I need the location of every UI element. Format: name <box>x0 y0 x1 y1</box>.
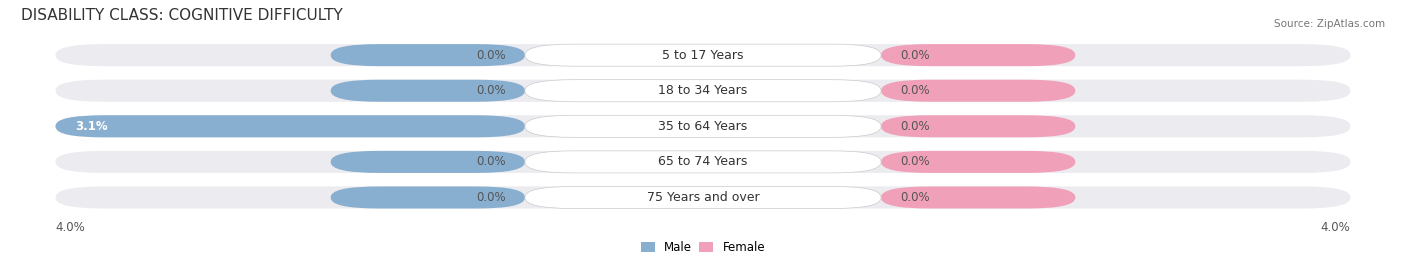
Text: 0.0%: 0.0% <box>900 120 931 133</box>
FancyBboxPatch shape <box>55 44 1351 66</box>
FancyBboxPatch shape <box>330 80 524 102</box>
FancyBboxPatch shape <box>55 80 1351 102</box>
FancyBboxPatch shape <box>524 80 882 102</box>
FancyBboxPatch shape <box>55 151 1351 173</box>
Text: 4.0%: 4.0% <box>1320 221 1351 233</box>
Text: 35 to 64 Years: 35 to 64 Years <box>658 120 748 133</box>
FancyBboxPatch shape <box>882 80 1076 102</box>
Text: 0.0%: 0.0% <box>900 155 931 168</box>
Text: 18 to 34 Years: 18 to 34 Years <box>658 84 748 97</box>
FancyBboxPatch shape <box>330 186 524 208</box>
FancyBboxPatch shape <box>524 186 882 208</box>
FancyBboxPatch shape <box>55 115 1351 137</box>
Text: 65 to 74 Years: 65 to 74 Years <box>658 155 748 168</box>
Text: 75 Years and over: 75 Years and over <box>647 191 759 204</box>
FancyBboxPatch shape <box>55 115 524 137</box>
Text: 0.0%: 0.0% <box>900 49 931 62</box>
FancyBboxPatch shape <box>882 186 1076 208</box>
Text: 0.0%: 0.0% <box>900 191 931 204</box>
Text: 0.0%: 0.0% <box>475 191 506 204</box>
Text: DISABILITY CLASS: COGNITIVE DIFFICULTY: DISABILITY CLASS: COGNITIVE DIFFICULTY <box>21 8 343 23</box>
Text: 5 to 17 Years: 5 to 17 Years <box>662 49 744 62</box>
FancyBboxPatch shape <box>524 151 882 173</box>
Text: 4.0%: 4.0% <box>55 221 86 233</box>
FancyBboxPatch shape <box>55 186 1351 208</box>
FancyBboxPatch shape <box>524 44 882 66</box>
FancyBboxPatch shape <box>882 44 1076 66</box>
FancyBboxPatch shape <box>882 151 1076 173</box>
Text: 3.1%: 3.1% <box>75 120 107 133</box>
FancyBboxPatch shape <box>330 44 524 66</box>
FancyBboxPatch shape <box>524 115 882 137</box>
Legend: Male, Female: Male, Female <box>636 236 770 259</box>
Text: 0.0%: 0.0% <box>475 49 506 62</box>
FancyBboxPatch shape <box>882 115 1076 137</box>
Text: 0.0%: 0.0% <box>900 84 931 97</box>
Text: Source: ZipAtlas.com: Source: ZipAtlas.com <box>1274 19 1385 29</box>
Text: 0.0%: 0.0% <box>475 84 506 97</box>
FancyBboxPatch shape <box>330 151 524 173</box>
Text: 0.0%: 0.0% <box>475 155 506 168</box>
